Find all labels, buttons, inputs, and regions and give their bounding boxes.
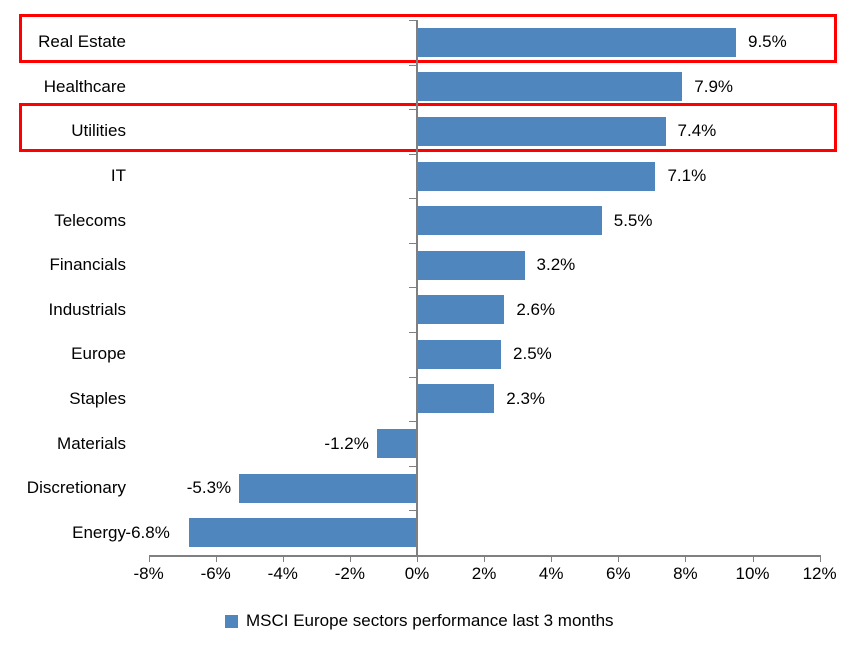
data-label: 3.2%: [536, 255, 576, 275]
x-axis-tick: [551, 555, 553, 562]
y-axis-tick: [409, 465, 417, 467]
data-bar: [417, 72, 683, 102]
data-label: 2.5%: [513, 344, 552, 364]
category-label: Staples: [69, 388, 126, 408]
x-axis-tick-label: 2%: [471, 564, 497, 583]
data-bar: [417, 27, 736, 57]
x-axis-tick-label: -8%: [133, 564, 164, 583]
category-label: Energy: [72, 522, 126, 542]
data-label: 7.9%: [694, 76, 734, 96]
category-label: Europe: [71, 344, 126, 364]
legend-color-swatch: [225, 614, 238, 628]
highlight-annotation-box: [19, 103, 837, 153]
data-bar: [417, 339, 502, 369]
data-label: 2.3%: [506, 388, 546, 408]
data-bar: [417, 295, 505, 325]
x-axis-tick: [685, 555, 687, 562]
data-label: -1.2%: [324, 433, 369, 453]
y-axis-tick: [409, 153, 417, 155]
category-label: IT: [110, 166, 126, 186]
category-label: Materials: [57, 433, 126, 453]
data-label: -5.3%: [186, 478, 232, 498]
x-axis-tick: [618, 555, 620, 562]
x-axis-tick-label: 10%: [735, 564, 770, 583]
data-label: 2.6%: [516, 299, 556, 319]
y-axis-tick: [409, 20, 417, 21]
x-axis-tick-label: 8%: [673, 564, 698, 583]
y-axis-tick: [409, 510, 417, 512]
category-label: Healthcare: [43, 76, 126, 96]
x-axis-tick-label: 12%: [802, 564, 837, 583]
category-label: Telecoms: [54, 210, 126, 230]
y-axis-line: [416, 20, 419, 555]
x-axis-tick-label: -6%: [200, 564, 231, 583]
x-axis-tick-label: 0%: [404, 564, 430, 583]
data-bar: [417, 161, 656, 191]
x-axis-tick-label: 6%: [606, 564, 631, 583]
x-axis-tick: [148, 555, 150, 562]
y-axis-tick: [409, 198, 417, 200]
x-axis-tick-label: 4%: [538, 564, 564, 583]
data-bar: [417, 250, 525, 280]
category-label: Utilities: [71, 121, 126, 141]
data-bar: [239, 473, 418, 503]
data-label: -6.8%: [125, 522, 170, 542]
y-axis-tick: [409, 64, 417, 66]
y-axis-tick: [409, 421, 417, 423]
y-axis-tick: [409, 376, 417, 378]
data-label: 9.5%: [748, 32, 787, 52]
category-label: Financials: [49, 255, 126, 275]
x-axis-tick: [417, 555, 418, 562]
legend-label: MSCI Europe sectors performance last 3 m…: [246, 611, 614, 630]
category-label: Industrials: [48, 299, 126, 319]
data-bar: [376, 429, 418, 459]
x-axis-tick-label: -2%: [334, 564, 365, 583]
x-axis-tick: [752, 555, 754, 562]
x-axis-tick-label: -4%: [267, 564, 298, 583]
data-bar: [188, 518, 418, 548]
x-axis-tick: [819, 555, 821, 562]
x-axis-tick: [484, 555, 486, 562]
data-label: 7.4%: [677, 121, 717, 141]
y-axis-tick: [409, 332, 417, 334]
highlight-annotation-box: [19, 14, 837, 63]
category-label: Discretionary: [26, 478, 126, 498]
y-axis-tick: [409, 287, 417, 289]
data-label: 5.5%: [613, 210, 653, 230]
data-label: 7.1%: [667, 166, 707, 186]
x-axis-tick: [282, 555, 284, 562]
data-bar: [417, 384, 495, 414]
x-axis-tick: [215, 555, 217, 562]
x-axis-tick: [349, 555, 351, 562]
data-bar: [417, 116, 666, 146]
y-axis-tick: [409, 242, 417, 244]
legend: MSCI Europe sectors performance last 3 m…: [225, 609, 614, 633]
y-axis-tick: [409, 109, 417, 111]
data-bar: [417, 206, 602, 236]
category-label: Real Estate: [38, 32, 126, 52]
